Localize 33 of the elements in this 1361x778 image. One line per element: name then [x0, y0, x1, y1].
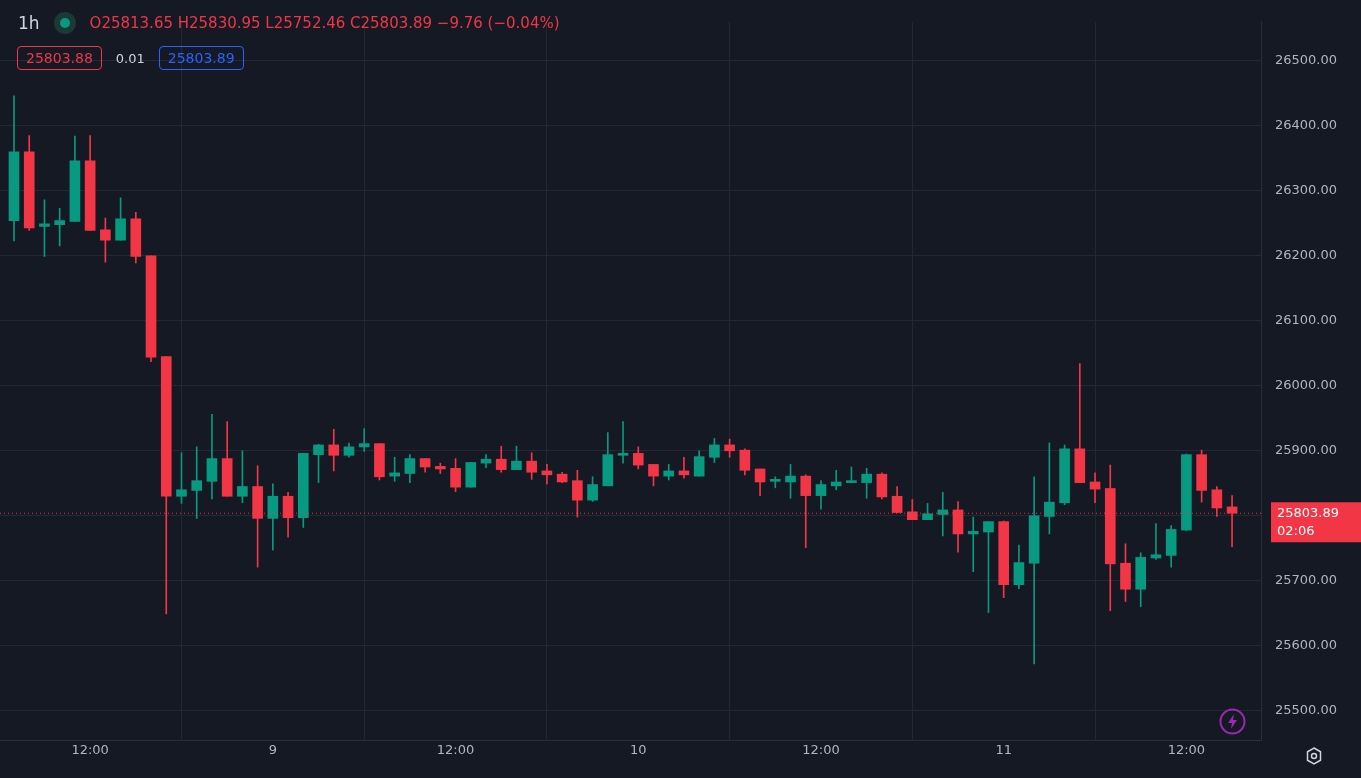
- candlestick: [830, 469, 842, 491]
- annotation: 25803.89: [158, 46, 244, 70]
- y-tick-label: 25900.00: [1275, 442, 1338, 458]
- candlestick: [191, 446, 203, 519]
- candlestick: [617, 421, 629, 464]
- y-tick-label: 25500.00: [1275, 702, 1338, 718]
- x-tick-label: 12:00: [71, 742, 109, 758]
- candlestick: [54, 208, 66, 247]
- ref-line-label: 25803.89: [1277, 504, 1340, 520]
- x-tick-label: 12:00: [802, 742, 840, 758]
- candlestick: [769, 476, 781, 489]
- y-tick-label: 26000.00: [1275, 377, 1338, 393]
- y-tick-label: 26400.00: [1275, 117, 1338, 133]
- y-tick-label: 25600.00: [1275, 637, 1338, 653]
- chart-subtitle: O25813.65 H25830.95 L25752.46 C25803.89 −9.76 (−0.04%): [89, 14, 560, 32]
- y-tick-label: 26100.00: [1275, 312, 1338, 328]
- chart-title: 1h: [18, 13, 40, 33]
- x-tick-label: 11: [995, 742, 1012, 758]
- annotation: 25803.88: [17, 46, 102, 70]
- candlestick: [1150, 523, 1162, 560]
- y-tick-label: 26500.00: [1275, 52, 1338, 68]
- annotation: 0.01: [115, 50, 145, 66]
- text: 02:06: [1277, 522, 1315, 538]
- candlestick: [937, 492, 949, 537]
- y-tick-label: 25700.00: [1275, 572, 1338, 588]
- y-tick-label: 26200.00: [1275, 247, 1338, 263]
- candlestick: [967, 516, 979, 572]
- x-tick-label: 10: [629, 742, 647, 758]
- candlestick: [358, 428, 370, 452]
- x-tick-label: 12:00: [1167, 742, 1206, 758]
- x-tick-label: 9: [268, 742, 277, 758]
- y-tick-label: 26300.00: [1275, 182, 1338, 198]
- x-tick-label: 12:00: [436, 742, 475, 758]
